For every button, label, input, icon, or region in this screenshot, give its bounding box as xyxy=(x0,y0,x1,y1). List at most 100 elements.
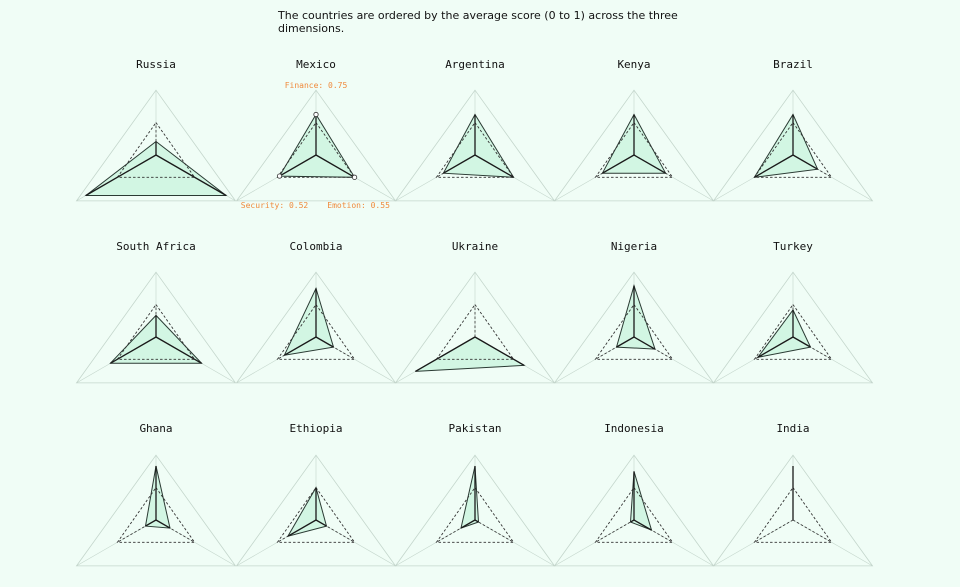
reference-spoke xyxy=(277,519,317,543)
reference-triangle xyxy=(435,486,515,543)
reference-triangle xyxy=(594,486,674,543)
value-spoke xyxy=(474,519,479,523)
country-score-polygon xyxy=(109,314,203,364)
emotion-annotation: Emotion: 0.55 xyxy=(327,201,390,210)
country-score-polygon xyxy=(286,486,328,537)
guide-triangle xyxy=(394,271,556,384)
country-score-polygon xyxy=(144,465,171,529)
radar-chart-mexico: Mexico Finance: 0.75 Emotion: 0.55 Security… xyxy=(235,58,397,210)
guide-triangle xyxy=(235,454,397,567)
radar-chart-ethiopia: Ethiopia xyxy=(235,422,397,567)
reference-triangle xyxy=(276,121,356,178)
value-spoke xyxy=(279,154,317,177)
value-spoke xyxy=(460,519,476,529)
chart-subtitle: The countries are ordered by the average… xyxy=(278,9,678,35)
radar-chart-kenya: Kenya xyxy=(553,58,715,202)
reference-spoke xyxy=(315,519,355,543)
reference-spoke xyxy=(155,519,195,543)
guide-triangle xyxy=(235,89,397,202)
reference-spoke xyxy=(277,336,317,360)
value-spoke xyxy=(633,154,666,174)
country-score-polygon xyxy=(753,113,819,178)
reference-spoke xyxy=(792,336,832,360)
reference-triangle xyxy=(116,303,196,360)
radar-chart-indonesia: Indonesia xyxy=(553,422,715,567)
country-title: Kenya xyxy=(617,58,650,71)
guide-triangle xyxy=(553,454,715,567)
reference-spoke xyxy=(595,519,635,543)
country-score-polygon xyxy=(415,336,526,372)
value-spoke xyxy=(284,336,317,356)
value-spoke xyxy=(754,154,794,178)
reference-spoke xyxy=(754,519,794,543)
reference-spoke xyxy=(436,154,476,178)
country-title: South Africa xyxy=(116,240,195,253)
value-spoke xyxy=(155,154,227,197)
value-spoke xyxy=(616,336,635,348)
reference-spoke xyxy=(436,519,476,543)
country-score-polygon xyxy=(756,309,812,359)
value-spoke xyxy=(155,519,171,529)
country-title: Ukraine xyxy=(452,240,498,253)
value-spoke xyxy=(443,154,476,174)
guide-triangle xyxy=(75,454,237,567)
country-score-polygon xyxy=(460,465,480,529)
value-spoke xyxy=(633,336,656,350)
value-spoke xyxy=(474,154,514,178)
radar-chart-brazil: Brazil xyxy=(712,58,874,202)
value-spoke xyxy=(315,519,327,527)
country-score-polygon xyxy=(615,284,656,350)
guide-triangle xyxy=(75,89,237,202)
country-score-polygon xyxy=(278,113,356,178)
radar-chart-turkey: Turkey xyxy=(712,240,874,384)
country-score-polygon xyxy=(84,140,228,196)
guide-triangle xyxy=(712,271,874,384)
reference-spoke xyxy=(633,154,673,178)
value-spoke xyxy=(757,336,794,358)
reference-triangle xyxy=(753,303,833,360)
reference-triangle xyxy=(435,121,515,178)
value-spoke xyxy=(792,154,818,170)
value-spoke xyxy=(110,336,157,364)
reference-spoke xyxy=(633,519,673,543)
value-spoke xyxy=(602,154,635,174)
country-title: Brazil xyxy=(773,58,813,71)
radar-chart-russia: Russia xyxy=(75,58,237,202)
country-title: India xyxy=(776,422,809,435)
value-spoke xyxy=(315,154,355,178)
reference-spoke xyxy=(315,336,355,360)
radar-chart-south-africa: South Africa xyxy=(75,240,237,384)
radar-chart-ghana: Ghana xyxy=(75,422,237,567)
reference-spoke xyxy=(792,519,832,543)
value-marker xyxy=(276,173,283,179)
value-spoke xyxy=(145,519,157,527)
guide-triangle xyxy=(712,89,874,202)
guide-triangle xyxy=(553,271,715,384)
country-title: Russia xyxy=(136,58,176,71)
country-score-polygon xyxy=(283,287,335,356)
radar-chart-ukraine: Ukraine xyxy=(394,240,556,384)
reference-spoke xyxy=(792,154,832,178)
radar-chart-argentina: Argentina xyxy=(394,58,556,202)
radar-chart-india: India xyxy=(712,422,874,567)
country-title: Nigeria xyxy=(611,240,657,253)
country-title: Argentina xyxy=(445,58,505,71)
value-spoke xyxy=(633,519,652,531)
radar-chart-nigeria: Nigeria xyxy=(553,240,715,384)
country-title: Ghana xyxy=(139,422,172,435)
value-marker xyxy=(313,111,319,118)
reference-triangle xyxy=(116,121,196,178)
guide-triangle xyxy=(75,271,237,384)
guide-triangle xyxy=(235,271,397,384)
reference-triangle xyxy=(116,486,196,543)
country-title: Turkey xyxy=(773,240,813,253)
value-spoke xyxy=(415,336,476,372)
guide-triangle xyxy=(712,454,874,567)
value-spoke xyxy=(315,336,334,348)
value-spoke xyxy=(792,336,811,348)
value-spoke xyxy=(85,154,157,197)
country-title: Mexico xyxy=(296,58,336,71)
reference-triangle xyxy=(276,486,356,543)
radar-chart-colombia: Colombia xyxy=(235,240,397,384)
